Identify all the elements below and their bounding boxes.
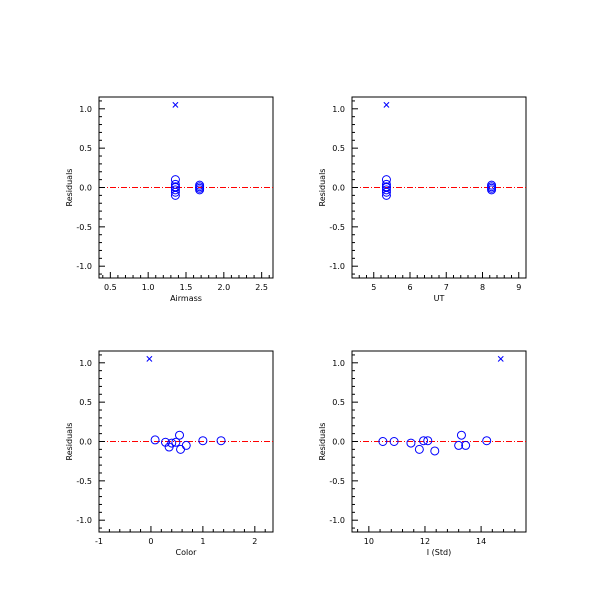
outlier-point (146, 355, 153, 362)
y-tick-label: -1.0 (76, 262, 92, 271)
x-tick-label: 9 (516, 283, 521, 292)
y-tick-label: 0.5 (79, 144, 92, 153)
data-point (170, 187, 180, 197)
outlier-stroke (497, 355, 504, 362)
data-point (454, 440, 464, 450)
data-point (381, 187, 391, 197)
data-point (181, 440, 191, 450)
y-axis-label: Residuals (65, 169, 74, 207)
y-tick-label: 0.0 (79, 184, 92, 193)
x-tick-label: 0 (148, 537, 153, 546)
y-axis-label: Residuals (318, 169, 327, 207)
plot-panel-istd: -1.0 -0.5 0.0 0.5 1.0 10 12 14 I (Std) Residuals (318, 350, 527, 557)
y-tick-label: 0.0 (79, 438, 92, 447)
data-point (406, 438, 416, 448)
outlier-stroke (383, 101, 390, 108)
data-point (171, 437, 181, 447)
outlier-point (172, 101, 179, 108)
x-tick-label: 10 (364, 537, 374, 546)
data-point (419, 436, 429, 446)
x-axis-label: Color (176, 548, 198, 557)
y-axis-label: Residuals (318, 423, 327, 461)
data-point (423, 436, 433, 446)
data-point (216, 436, 226, 446)
data-point (176, 444, 186, 454)
data-point (198, 436, 208, 446)
x-tick-label: 2 (252, 537, 257, 546)
plot-panel-ut: -1.0 -0.5 0.0 0.5 1.0 5 6 7 8 9 UT Residuals (318, 96, 527, 303)
data-point (175, 430, 185, 440)
y-tick-label: 1.0 (79, 105, 92, 114)
x-axis-label: UT (434, 294, 445, 303)
x-tick-label: 14 (476, 537, 486, 546)
data-point (430, 446, 440, 456)
x-tick-label: 8 (480, 283, 485, 292)
x-axis-label: I (Std) (427, 548, 451, 557)
data-point (389, 437, 399, 446)
x-tick-label: 2.0 (217, 283, 230, 292)
data-point (482, 436, 492, 446)
y-tick-label: 0.0 (332, 438, 345, 447)
x-tick-label: 1 (200, 537, 205, 546)
data-point (378, 437, 388, 446)
outlier-point (383, 101, 390, 108)
x-tick-label: -1 (95, 537, 103, 546)
data-point (381, 190, 391, 200)
x-tick-label: 7 (444, 283, 449, 292)
y-tick-label: 0.5 (332, 144, 345, 153)
outlier-stroke (172, 101, 179, 108)
y-axis-label: Residuals (65, 423, 74, 461)
data-point (170, 185, 180, 195)
plot-panel-airmass: -1.0 -0.5 0.0 0.5 1.0 0.5 1.0 1.5 2.0 2.5 Airmass R… (65, 96, 274, 303)
y-tick-label: -1.0 (329, 262, 345, 271)
y-tick-label: -0.5 (76, 477, 92, 486)
x-tick-label: 2.5 (255, 283, 268, 292)
x-tick-label: 0.5 (104, 283, 117, 292)
data-point (195, 185, 205, 195)
y-tick-label: -0.5 (329, 477, 345, 486)
x-tick-label: 6 (407, 283, 412, 292)
outlier-point (497, 355, 504, 362)
data-point (487, 185, 497, 195)
data-point (381, 185, 391, 195)
y-tick-label: -1.0 (329, 516, 345, 525)
x-tick-label: 12 (420, 537, 430, 546)
y-tick-label: 1.0 (332, 105, 345, 114)
outlier-stroke (146, 355, 153, 362)
y-tick-label: 0.0 (332, 184, 345, 193)
y-tick-label: 1.0 (79, 359, 92, 368)
data-point (150, 435, 160, 445)
x-tick-label: 1.0 (142, 283, 155, 292)
y-tick-label: -0.5 (329, 223, 345, 232)
y-tick-label: 0.5 (332, 398, 345, 407)
data-point (414, 444, 424, 454)
y-tick-label: -0.5 (76, 223, 92, 232)
x-tick-label: 5 (371, 283, 376, 292)
data-point (167, 438, 177, 448)
y-tick-label: 1.0 (332, 359, 345, 368)
x-axis-label: Airmass (170, 294, 202, 303)
y-tick-label: -1.0 (76, 516, 92, 525)
x-tick-label: 1.5 (180, 283, 193, 292)
data-point (456, 430, 466, 440)
data-point (170, 190, 180, 200)
plot-panel-color: -1.0 -0.5 0.0 0.5 1.0 -1 0 1 2 Color Residuals (65, 350, 274, 557)
y-tick-label: 0.5 (79, 398, 92, 407)
data-point (461, 440, 471, 450)
